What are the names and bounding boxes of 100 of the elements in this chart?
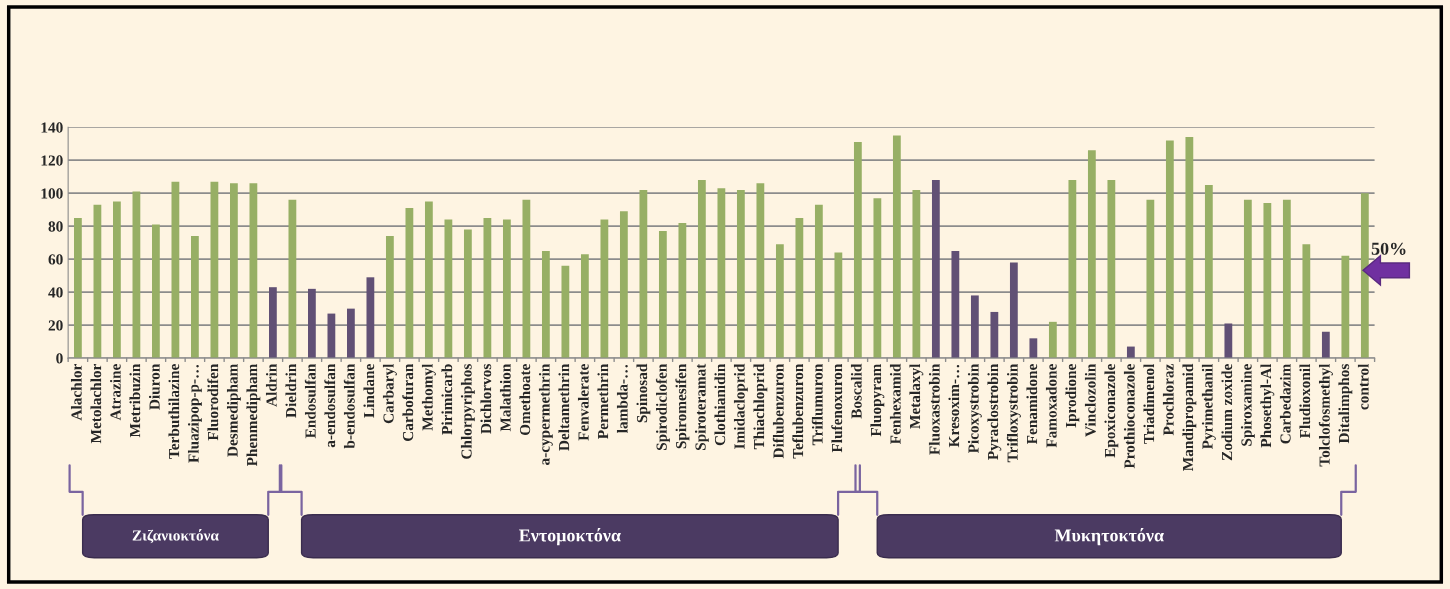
bar — [834, 252, 843, 359]
bar — [502, 219, 511, 359]
bar — [1068, 180, 1077, 359]
y-tick-label: 20 — [48, 320, 63, 331]
x-tick-label: Vinclozolin — [1084, 363, 1096, 437]
bar — [132, 191, 141, 359]
x-tick-label: Aldrin — [265, 363, 277, 407]
bar — [1321, 331, 1330, 359]
x-tick-label: Spirodiclofen — [655, 363, 670, 451]
bar — [327, 313, 336, 359]
bar — [795, 217, 804, 359]
bar — [600, 219, 609, 359]
x-tick-label: Clothianidin — [714, 363, 726, 446]
bar — [658, 231, 667, 359]
bar — [74, 217, 82, 359]
bar — [1341, 255, 1350, 359]
x-tick-label: Desmedipham — [226, 363, 241, 457]
x-tick-label: Pyraclostrobin — [987, 363, 1002, 460]
bar — [1302, 244, 1311, 359]
bar — [580, 254, 589, 359]
bar — [346, 308, 355, 359]
x-tick-label: Fluopyram — [870, 363, 885, 437]
bar — [561, 265, 570, 359]
bar — [873, 198, 882, 359]
x-tick-label: Picoxystrobin — [967, 363, 982, 454]
x-tick-label: Prothioconazole — [1123, 364, 1135, 469]
bar — [541, 250, 550, 359]
bar — [619, 211, 628, 359]
bar — [210, 181, 219, 359]
bar — [288, 199, 297, 359]
bar — [152, 224, 160, 359]
x-tick-label: Malathion — [499, 363, 511, 432]
x-tick-label: Kresoxim-… — [948, 364, 960, 448]
x-tick-label: Carbedazim — [1279, 363, 1291, 444]
x-tick-label: Terbuthilazine — [168, 364, 180, 459]
bar — [970, 295, 979, 359]
x-tick-label: Dichlorvos — [480, 364, 492, 434]
bar — [405, 208, 414, 359]
bar — [775, 244, 784, 359]
x-tick-label: Spiroxamine — [1240, 364, 1255, 446]
x-tick-label: Iprodione — [1065, 364, 1080, 428]
x-tick-label: Thiachloprid — [753, 363, 768, 450]
x-tick-label: lambda-… — [616, 364, 628, 433]
x-tick-label: Lindane — [363, 364, 375, 418]
bar — [171, 181, 180, 359]
x-tick-label: Ditalimphos — [1338, 364, 1353, 444]
y-tick-label: 80 — [48, 221, 63, 232]
x-tick-label: Deltamethrin — [558, 363, 570, 451]
x-tick-label: Prochloraz — [1162, 364, 1174, 436]
bar — [912, 189, 921, 359]
y-tick-label: 100 — [41, 188, 63, 199]
x-tick-label: Fludioxonil — [1299, 363, 1311, 439]
x-tick-label: Diuron — [148, 363, 160, 410]
bar — [366, 277, 375, 359]
x-tick-label: control — [1357, 363, 1369, 410]
bar — [678, 222, 687, 359]
x-tick-label: Fenhexamid — [889, 363, 901, 445]
bar — [1009, 262, 1018, 359]
bar — [1029, 338, 1038, 359]
x-tick-label: Fenvalerate — [577, 364, 589, 441]
x-tick-label: Teflubenzuron — [792, 363, 804, 459]
bar — [814, 204, 823, 359]
x-tick-label: Spinosad — [636, 363, 651, 423]
x-tick-label: Spiroteramat — [694, 363, 709, 450]
text: Ζιζανιοκτόνα — [132, 529, 219, 544]
x-tick-label: Triflumuron — [811, 363, 823, 446]
x-tick-label: Zodium zoxide — [1221, 364, 1233, 461]
x-tick-label: Trifloxystrobin — [1006, 363, 1021, 463]
bar — [229, 183, 238, 359]
bar — [1185, 137, 1194, 359]
bar — [191, 236, 199, 359]
bar — [1087, 150, 1096, 359]
x-tick-label: Fluorodifen — [207, 363, 219, 441]
x-tick-label: Metribuzin — [129, 363, 141, 438]
bar — [385, 236, 394, 359]
x-tick-label: Spiromesifen — [675, 363, 690, 449]
x-tick-label: Imidacloprid — [733, 363, 748, 449]
bar — [756, 183, 765, 359]
x-tick-label: Fluazipop-p-… — [187, 364, 202, 463]
bar — [1146, 199, 1155, 359]
x-tick-label: Phosethyl-Al — [1260, 363, 1275, 448]
bar — [931, 180, 940, 359]
bar — [951, 250, 960, 359]
bar — [736, 189, 745, 359]
x-tick-label: Tolclofosmethyl — [1318, 363, 1333, 467]
x-tick-label: Fluoxastrobin — [928, 363, 940, 455]
x-tick-label: Carbofuran — [402, 363, 414, 442]
bar — [424, 201, 433, 359]
bar — [268, 287, 277, 359]
y-tick-label: 40 — [48, 287, 63, 298]
x-tick-label: Omethoate — [519, 364, 531, 436]
bar — [1282, 199, 1291, 359]
bar — [639, 189, 648, 359]
bar — [1263, 203, 1272, 359]
bar — [697, 180, 706, 359]
x-tick-label: Phenmedipham — [246, 363, 261, 467]
x-tick-label: Dieldrin — [285, 363, 297, 418]
x-tick-label: Pirimicarb — [441, 364, 453, 435]
x-tick-label: Endosulfan — [304, 363, 316, 439]
bar — [444, 219, 453, 359]
